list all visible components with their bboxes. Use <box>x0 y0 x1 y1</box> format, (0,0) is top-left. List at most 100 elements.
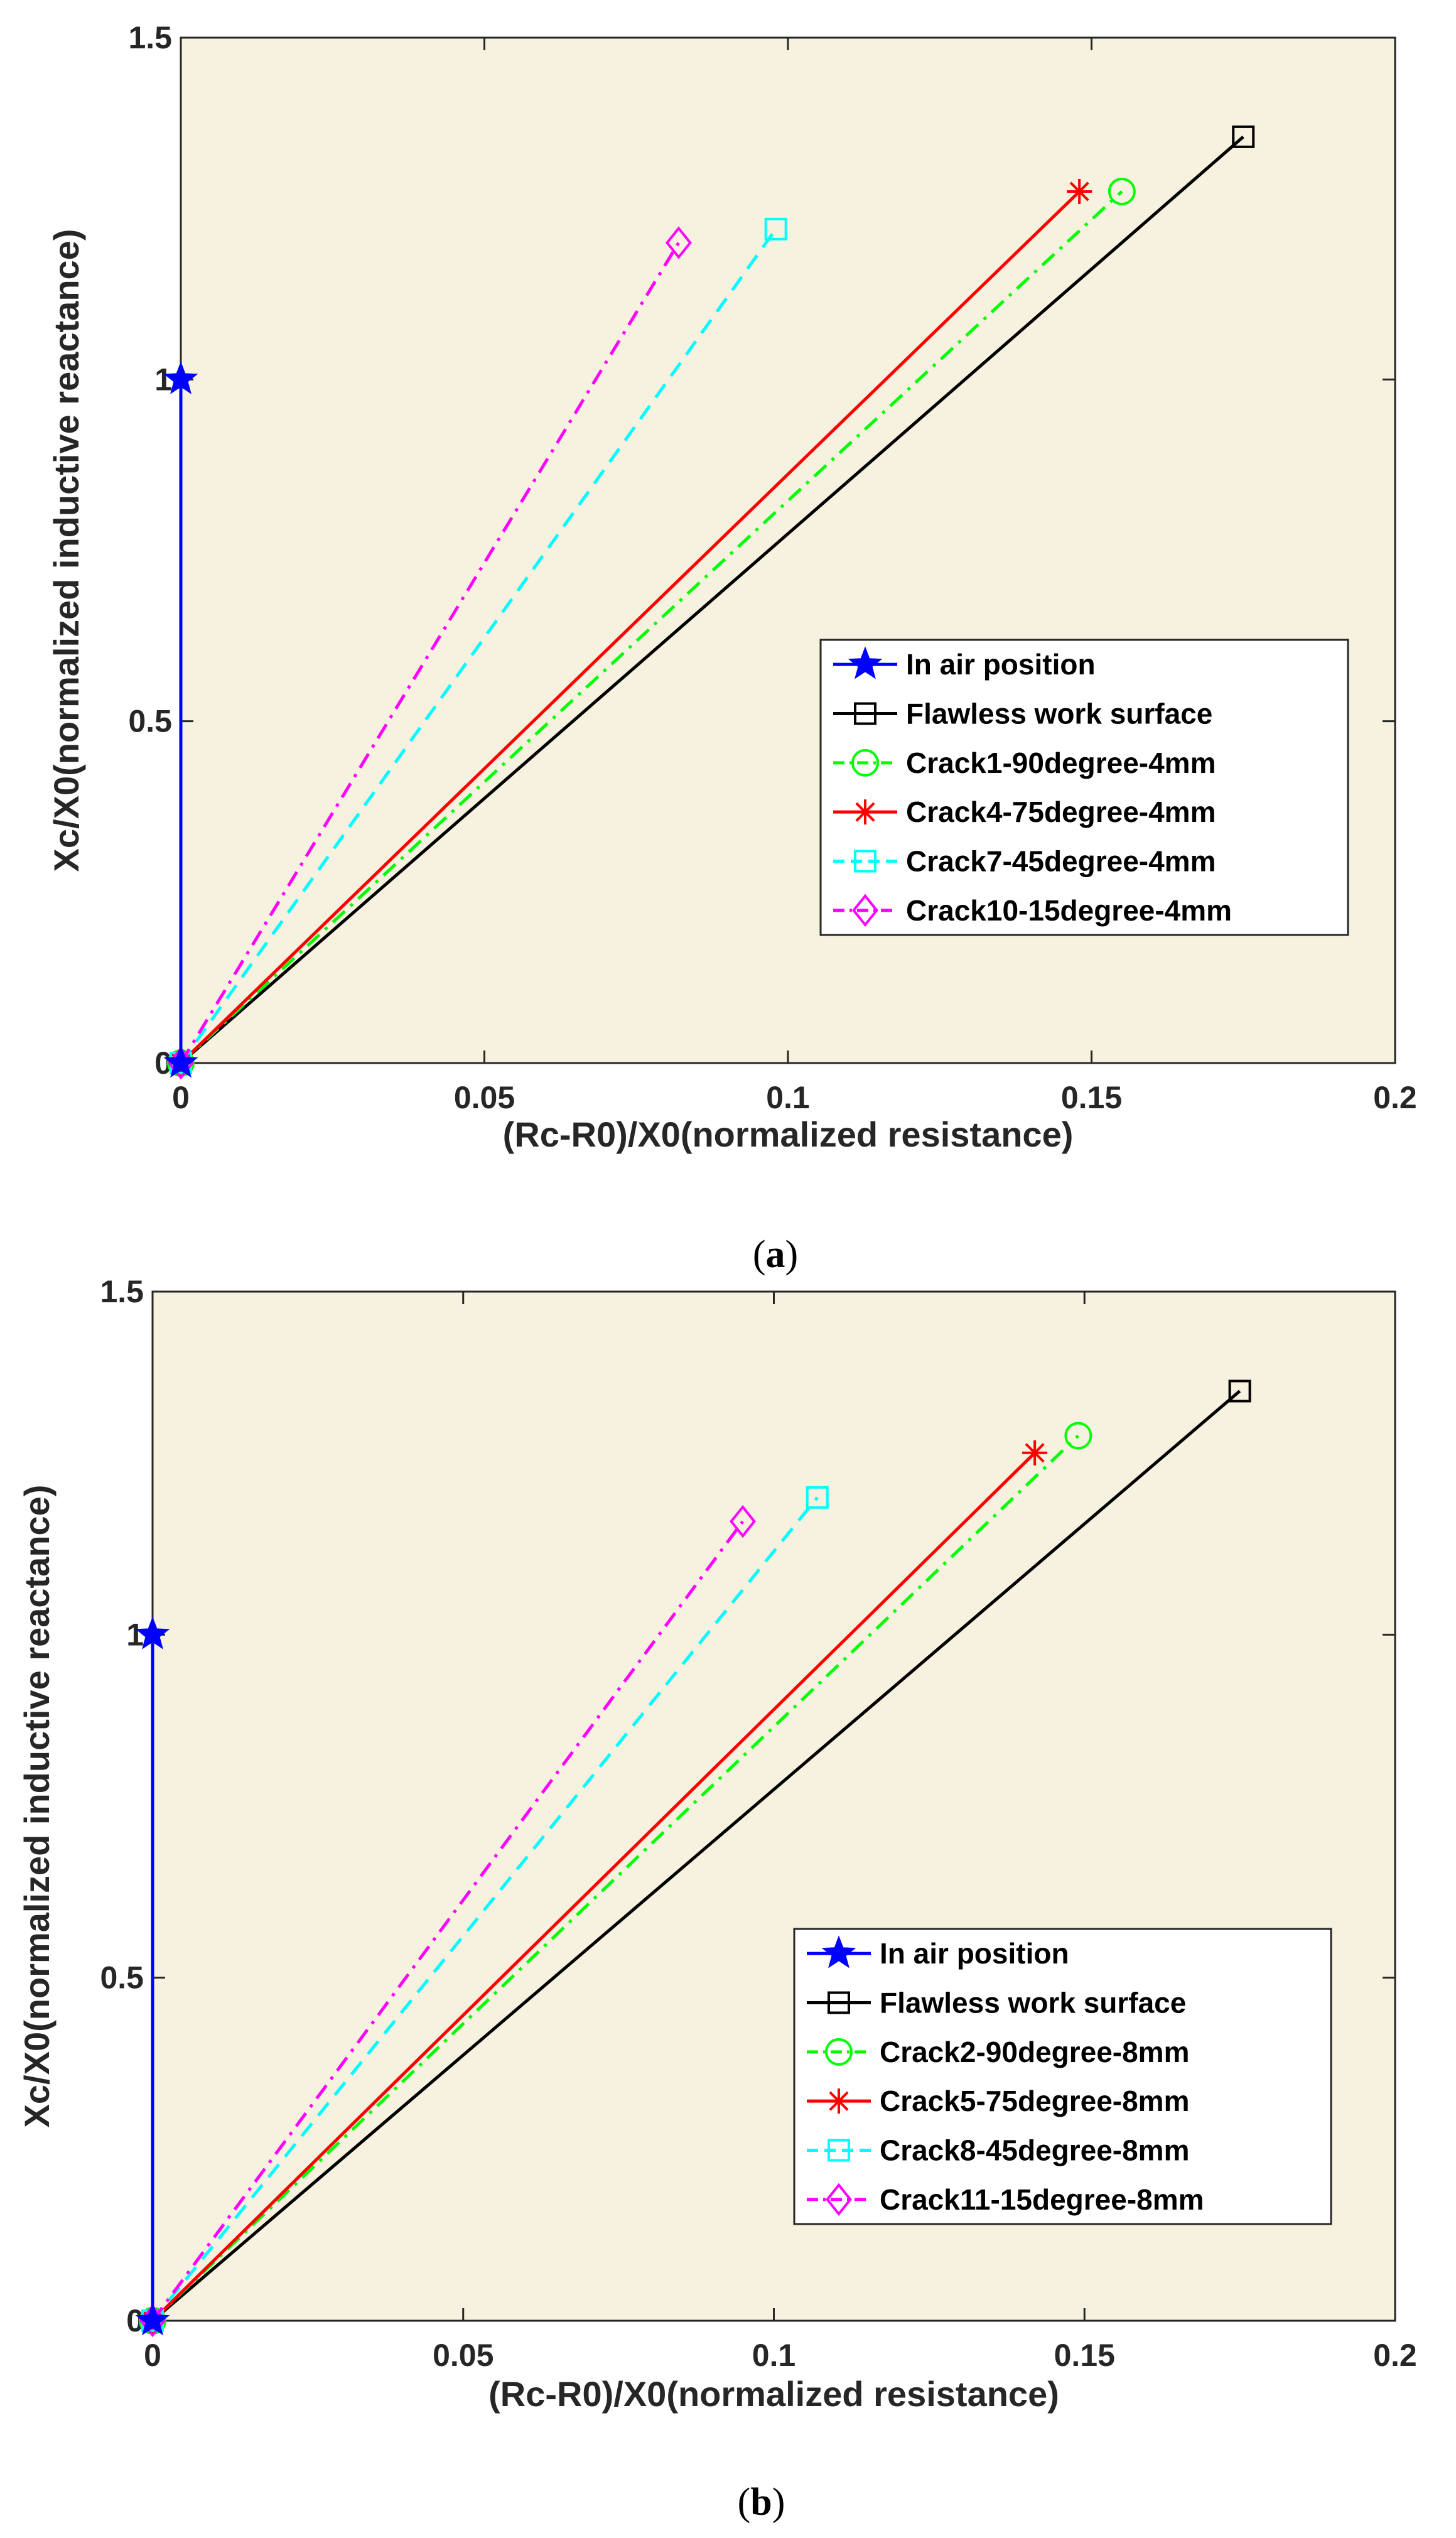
data-point-shape <box>665 226 692 259</box>
data-point-stroke <box>1025 1443 1045 1463</box>
legend-marker <box>821 1935 856 1968</box>
y-tick-label: 1.5 <box>128 20 172 55</box>
legend-item: Crack10-15degree-4mm <box>833 894 1232 927</box>
legend-marker-shape <box>848 646 883 679</box>
caption-letter: b <box>750 2481 772 2524</box>
legend-marker-shape <box>821 1935 856 1968</box>
legend-box <box>793 1928 1332 2225</box>
legend-label: Flawless work surface <box>880 1987 1186 2019</box>
caption-letter: a <box>766 1233 785 1276</box>
series-0 <box>135 1616 170 2336</box>
legend-marker-shape <box>854 850 876 873</box>
legend-marker-shape <box>854 702 876 725</box>
x-tick-label: 0.05 <box>433 2338 493 2373</box>
legend-item: Crack2-90degree-8mm <box>807 2036 1190 2068</box>
data-point <box>1022 1440 1048 1466</box>
x-tick-label: 0 <box>172 1080 190 1115</box>
data-point-shape <box>163 1045 198 1078</box>
data-point <box>730 1504 756 1538</box>
series-line <box>151 1390 1241 2322</box>
series-line <box>179 228 777 1064</box>
legend-label: Flawless work surface <box>906 698 1212 730</box>
data-point <box>1064 1422 1092 1450</box>
legend-marker <box>853 799 878 825</box>
data-point <box>1232 125 1255 148</box>
data-point <box>1108 177 1136 205</box>
series-line <box>180 136 1244 1064</box>
series-line <box>151 1452 1036 2322</box>
legend-marker <box>826 2183 852 2217</box>
legend-marker-shape <box>828 2139 850 2162</box>
data-point-shape <box>764 217 787 240</box>
x-axis-label: (Rc-R0)/X0(normalized resistance) <box>488 2374 1059 2414</box>
data-point-shape <box>1228 1380 1251 1403</box>
legend: In air position Flawless work surface Crac… <box>793 1928 1332 2225</box>
y-tick-label: 1.5 <box>100 1274 144 1309</box>
legend-item: In air position <box>807 1935 1069 1970</box>
legend-box <box>819 639 1349 936</box>
data-point-shape <box>1232 125 1255 148</box>
x-axis-label: (Rc-R0)/X0(normalized resistance) <box>503 1115 1074 1154</box>
legend-marker-shape <box>852 894 878 927</box>
data-point <box>163 361 198 394</box>
y-tick-label: 0.5 <box>128 704 172 739</box>
data-point <box>1228 1380 1251 1403</box>
caption-close: ) <box>772 2481 785 2524</box>
legend-label: Crack2-90degree-8mm <box>880 2036 1190 2068</box>
legend-item: Flawless work surface <box>833 698 1212 730</box>
legend-label: Crack5-75degree-8mm <box>880 2085 1190 2117</box>
data-point <box>665 226 692 259</box>
legend-label: Crack4-75degree-4mm <box>906 796 1216 828</box>
y-tick-label: 0.5 <box>100 1960 144 1995</box>
y-axis-label: Xc/X0(normalized inductive reactance) <box>46 229 86 872</box>
legend-item: Crack11-15degree-8mm <box>807 2183 1204 2217</box>
legend-item: Crack5-75degree-8mm <box>807 2085 1190 2117</box>
data-point-shape <box>1064 1422 1092 1450</box>
data-point-stroke <box>1069 181 1089 202</box>
data-point-shape <box>806 1486 829 1509</box>
legend-label: Crack8-45degree-8mm <box>880 2134 1190 2167</box>
data-point-shape <box>135 1616 170 1650</box>
x-tick-label: 0.1 <box>766 1080 810 1115</box>
legend-marker-shape <box>826 2183 852 2217</box>
data-point <box>806 1486 829 1509</box>
legend-label: In air position <box>880 1937 1069 1970</box>
series-line <box>151 1434 1080 2322</box>
series-line <box>151 1520 745 2322</box>
caption-open: ( <box>753 1233 766 1276</box>
data-point <box>1067 178 1092 204</box>
x-tick-label: 0 <box>144 2338 161 2373</box>
data-point-shape <box>163 361 198 394</box>
legend-item: Crack8-45degree-8mm <box>807 2134 1190 2167</box>
legend-label: Crack1-90degree-4mm <box>906 747 1216 779</box>
legend-label: Crack7-45degree-4mm <box>906 845 1216 878</box>
legend-label: In air position <box>906 648 1096 681</box>
panel-caption: (a) <box>753 1233 798 1276</box>
legend-marker <box>848 646 883 679</box>
data-point <box>764 217 787 240</box>
legend-marker-shape <box>851 748 879 777</box>
legend-item: Flawless work surface <box>807 1987 1186 2019</box>
series-0 <box>163 361 198 1078</box>
legend-item: Crack1-90degree-4mm <box>833 747 1216 779</box>
series-line <box>180 190 1123 1064</box>
legend-marker <box>854 702 876 725</box>
legend-marker <box>852 894 878 927</box>
x-tick-label: 0.1 <box>752 2338 796 2373</box>
x-tick-label: 0.2 <box>1373 1080 1417 1115</box>
series-line <box>180 190 1081 1064</box>
caption-open: ( <box>738 2481 751 2524</box>
legend-marker-shape <box>825 2038 853 2066</box>
x-tick-label: 0.15 <box>1061 1080 1122 1115</box>
legend-marker <box>854 850 876 873</box>
legend-item: Crack4-75degree-4mm <box>833 796 1216 828</box>
x-tick-label: 0.05 <box>454 1080 515 1115</box>
legend-marker <box>851 748 879 777</box>
data-point <box>163 1045 198 1078</box>
legend-label: Crack11-15degree-8mm <box>880 2183 1204 2216</box>
legend-marker <box>828 2139 850 2162</box>
caption-close: ) <box>785 1233 799 1276</box>
data-point <box>135 1616 170 1650</box>
y-tick-label: 1 <box>126 1617 144 1652</box>
